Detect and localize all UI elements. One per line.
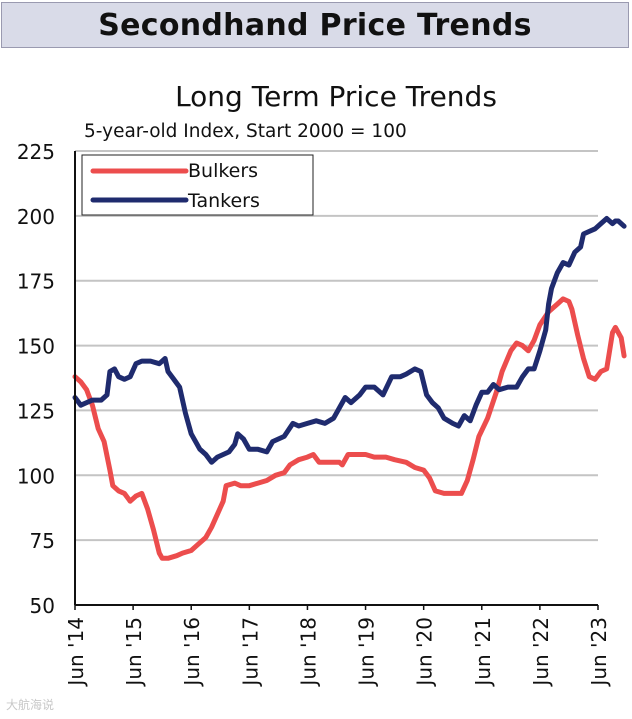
legend-label-bulkers: Bulkers: [188, 160, 258, 182]
axes: 50 75 100 125 150 175 200 225 Jun '14 Jun '15 Jun …: [17, 140, 611, 688]
y-tick-label: 150: [17, 335, 55, 359]
header-title: Secondhand Price Trends: [98, 7, 532, 43]
x-tick-label: Jun '23: [587, 617, 611, 688]
series-line-tankers: [72, 216, 627, 465]
y-tick-label: 125: [17, 399, 55, 423]
series-line-bulkers: [72, 296, 627, 561]
y-tick-label: 50: [30, 594, 55, 618]
x-tick-label: Jun '18: [296, 617, 320, 688]
x-tick-label: Jun '15: [122, 617, 146, 688]
header-banner: Secondhand Price Trends: [1, 2, 629, 48]
x-tick-label: Jun '20: [413, 617, 437, 688]
y-tick-label: 100: [17, 464, 55, 488]
x-tick-label: Jun '17: [238, 617, 262, 688]
x-tick-label: Jun '19: [355, 617, 379, 688]
x-tick-label: Jun '14: [64, 617, 88, 688]
x-tick-label: Jun '16: [180, 617, 204, 688]
chart-title: Long Term Price Trends: [175, 80, 497, 113]
series-layer: [72, 216, 627, 561]
y-tick-label: 225: [17, 140, 55, 164]
y-tick-label: 200: [17, 205, 55, 229]
legend-label-tankers: Tankers: [187, 190, 260, 212]
chart-subtitle: 5-year-old Index, Start 2000 = 100: [84, 121, 407, 142]
x-tick-label: Jun '21: [471, 617, 495, 688]
legend: Bulkers Tankers: [81, 154, 314, 216]
y-tick-label: 75: [30, 529, 55, 553]
x-tick-label: Jun '22: [529, 617, 553, 688]
y-tick-label: 175: [17, 270, 55, 294]
legend-box: [81, 154, 314, 216]
watermark: 大航海说: [6, 698, 55, 712]
